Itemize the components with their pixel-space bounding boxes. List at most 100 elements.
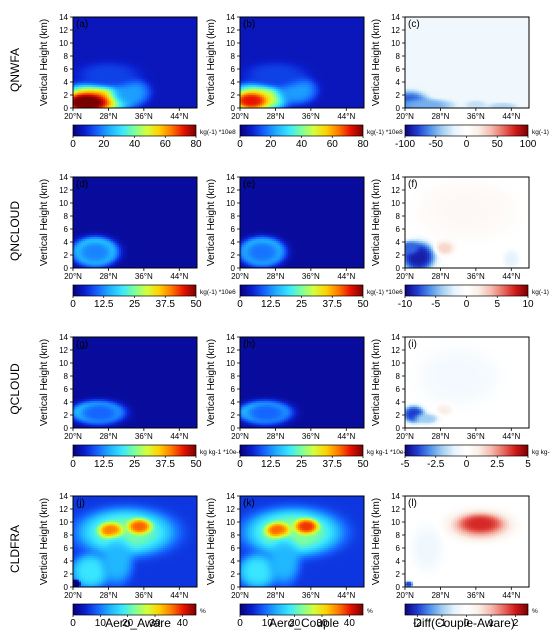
heatmap-cell	[73, 60, 76, 64]
heatmap-cell	[290, 76, 293, 79]
heatmap-cell	[286, 98, 289, 101]
heatmap-cell	[328, 58, 331, 62]
heatmap-cell	[272, 104, 275, 107]
heatmap-cell	[250, 38, 253, 42]
heatmap-cell	[173, 64, 176, 68]
heatmap-cell	[95, 32, 98, 36]
heatmap-cell	[314, 52, 317, 56]
heatmap-cell	[107, 26, 110, 30]
heatmap-cell	[286, 96, 289, 99]
heatmap-cell	[266, 38, 269, 42]
heatmap-cell	[119, 84, 122, 87]
heatmap-cell	[129, 54, 132, 58]
heatmap-cell	[81, 88, 84, 91]
heatmap-cell	[252, 44, 255, 48]
heatmap-cell	[294, 62, 297, 66]
heatmap-cell	[145, 104, 148, 107]
heatmap-cell	[175, 104, 178, 107]
heatmap-cell	[131, 72, 134, 75]
heatmap-cell	[121, 38, 124, 42]
heatmap-cell	[181, 72, 184, 75]
heatmap-cell	[177, 92, 180, 95]
heatmap-cell	[135, 78, 138, 81]
heatmap-cell	[75, 54, 78, 58]
heatmap-cell	[117, 58, 120, 62]
heatmap-cell	[328, 78, 331, 81]
heatmap-cell	[308, 66, 311, 70]
heatmap-cell	[318, 94, 321, 97]
heatmap-cell	[328, 66, 331, 70]
heatmap-cell	[139, 46, 142, 50]
heatmap-cell	[75, 68, 78, 72]
heatmap-cell	[97, 92, 100, 95]
heatmap-cell	[272, 80, 275, 83]
heatmap-cell	[262, 66, 265, 70]
heatmap-cell	[103, 66, 106, 70]
heatmap-cell	[330, 94, 333, 97]
heatmap-cell	[244, 86, 247, 89]
heatmap-cell	[262, 102, 265, 105]
heatmap-cell	[159, 50, 162, 54]
heatmap-cell	[183, 44, 186, 48]
heatmap-cell	[175, 68, 178, 72]
heatmap-cell	[153, 104, 156, 107]
heatmap-cell	[93, 48, 96, 52]
heatmap-cell	[103, 60, 106, 64]
heatmap-cell	[161, 60, 164, 64]
heatmap-cell	[276, 70, 279, 73]
heatmap-cell	[292, 66, 295, 70]
heatmap-cell	[266, 56, 269, 60]
heatmap-cell	[183, 17, 186, 20]
heatmap-cell	[330, 96, 333, 99]
heatmap-cell	[77, 94, 80, 97]
heatmap-cell	[93, 76, 96, 79]
heatmap-cell	[137, 90, 140, 93]
heatmap-cell	[318, 60, 321, 64]
heatmap-cell	[320, 86, 323, 89]
heatmap-cell	[262, 86, 265, 89]
heatmap-cell	[302, 82, 305, 85]
heatmap-cell	[264, 20, 267, 24]
heatmap-cell	[135, 70, 138, 73]
heatmap-cell	[250, 72, 253, 75]
heatmap-cell	[159, 104, 162, 107]
heatmap-cell	[141, 96, 144, 99]
heatmap-cell	[123, 96, 126, 99]
heatmap-cell	[115, 34, 118, 38]
heatmap-cell	[137, 62, 140, 66]
heatmap-cell	[278, 80, 281, 83]
heatmap-cell	[127, 98, 130, 101]
heatmap-cell	[272, 20, 275, 24]
heatmap-cell	[161, 50, 164, 54]
heatmap-cell	[81, 24, 84, 28]
heatmap-cell	[266, 22, 269, 26]
heatmap-cell	[258, 94, 261, 97]
heatmap-cell	[240, 50, 243, 54]
heatmap-cell	[288, 80, 291, 83]
heatmap-cell	[185, 44, 188, 48]
heatmap-cell	[252, 82, 255, 85]
heatmap-cell	[314, 86, 317, 89]
heatmap-cell	[185, 64, 188, 68]
heatmap-cell	[159, 94, 162, 97]
heatmap-cell	[169, 98, 172, 101]
heatmap-cell	[284, 30, 287, 34]
heatmap-cell	[274, 38, 277, 42]
heatmap-cell	[189, 62, 192, 66]
heatmap-cell	[109, 94, 112, 97]
heatmap-cell	[169, 90, 172, 93]
heatmap-cell	[258, 42, 261, 46]
heatmap-cell	[175, 98, 178, 101]
heatmap-cell	[163, 44, 166, 48]
heatmap-cell	[89, 84, 92, 87]
heatmap-cell	[278, 100, 281, 103]
heatmap-cell	[294, 46, 297, 50]
heatmap-cell	[147, 42, 150, 46]
heatmap-cell	[290, 74, 293, 77]
heatmap-cell	[272, 68, 275, 72]
heatmap-cell	[129, 88, 132, 91]
heatmap-cell	[111, 76, 114, 79]
heatmap-cell	[322, 48, 325, 52]
heatmap-cell	[121, 22, 124, 26]
heatmap-cell	[264, 62, 267, 66]
